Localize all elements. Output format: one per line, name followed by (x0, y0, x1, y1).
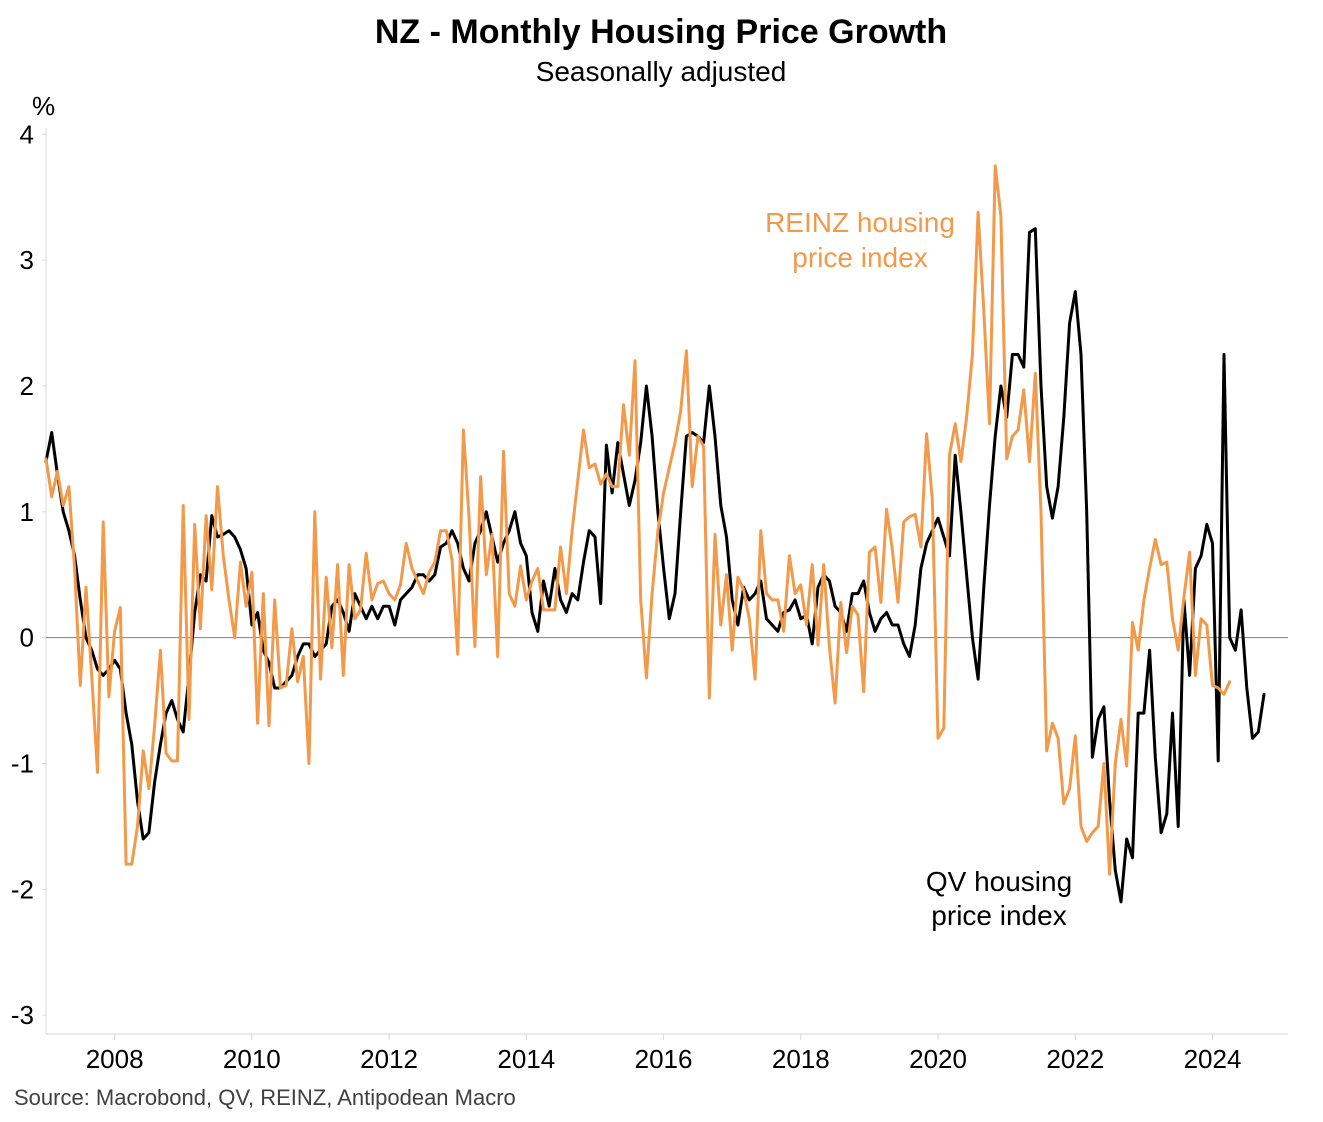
y-tick-label: 1 (20, 497, 34, 527)
y-tick-label: 2 (20, 371, 34, 401)
x-tick-label: 2018 (772, 1044, 830, 1074)
y-tick-label: 3 (20, 245, 34, 275)
x-tick-label: 2016 (635, 1044, 693, 1074)
x-tick-label: 2008 (86, 1044, 144, 1074)
chart-subtitle: Seasonally adjusted (536, 56, 787, 87)
y-tick-label: -2 (11, 874, 34, 904)
y-tick-label: 4 (20, 119, 34, 149)
source-note: Source: Macrobond, QV, REINZ, Antipodean… (14, 1085, 516, 1110)
x-tick-label: 2022 (1046, 1044, 1104, 1074)
y-tick-label: -1 (11, 748, 34, 778)
qv-annotation-line2: price index (931, 900, 1066, 931)
qv-annotation-line1: QV housing (926, 866, 1072, 897)
y-axis-unit: % (32, 91, 55, 121)
series-layer (44, 164, 1266, 904)
reinz-annotation-line2: price index (792, 242, 927, 273)
y-tick-label: 0 (20, 623, 34, 653)
x-tick-label: 2010 (223, 1044, 281, 1074)
x-tick-label: 2012 (360, 1044, 418, 1074)
reinz-series-line (44, 164, 1232, 876)
y-tick-label: -3 (11, 1000, 34, 1030)
x-tick-label: 2014 (497, 1044, 555, 1074)
reinz-annotation-line1: REINZ housing (765, 207, 955, 238)
x-tick-label: 2024 (1184, 1044, 1242, 1074)
chart-title: NZ - Monthly Housing Price Growth (375, 13, 947, 51)
x-tick-label: 2020 (909, 1044, 967, 1074)
axes: 4 3 2 1 0 -1 -2 -3 2008 2010 2012 2014 2016 2018 2020 2… (11, 119, 1288, 1074)
